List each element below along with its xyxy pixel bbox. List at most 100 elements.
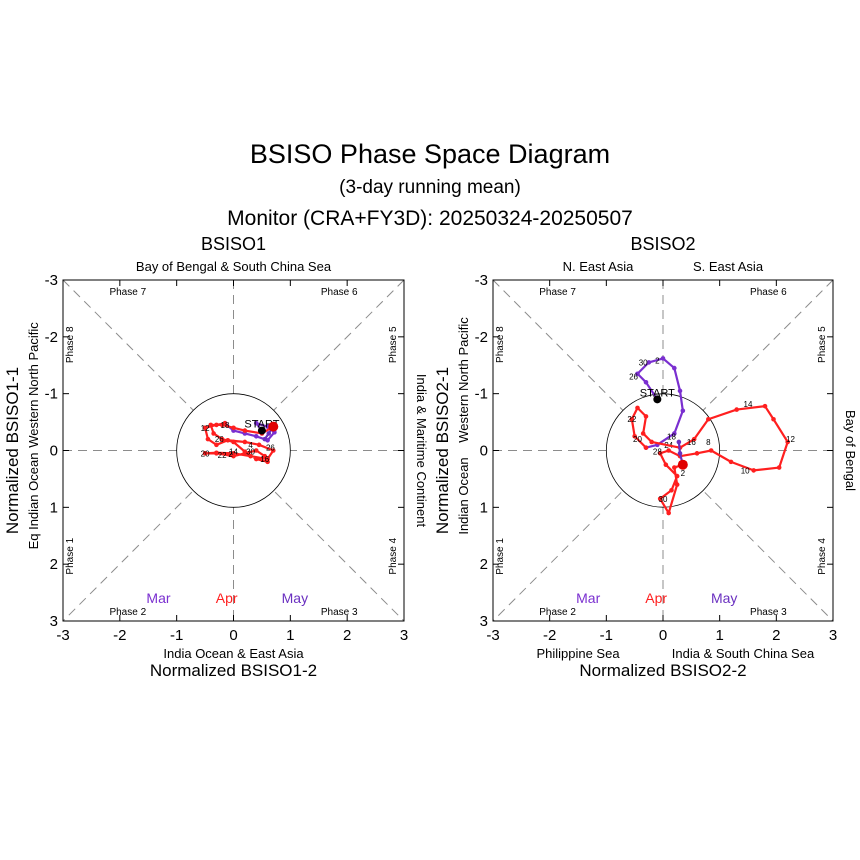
day-label: 18 xyxy=(667,432,676,441)
y-tick-label: -2 xyxy=(45,329,58,346)
series-point xyxy=(680,408,686,414)
series-point xyxy=(643,445,649,450)
region-label-top-left: N. East Asia xyxy=(563,259,635,274)
series-point xyxy=(205,436,211,442)
y-tick-label: 1 xyxy=(480,499,488,516)
phase-label: Phase 4 xyxy=(388,537,399,574)
series-point xyxy=(657,451,663,456)
region-label-right: Bay of Bengal xyxy=(843,410,858,491)
series-point xyxy=(762,403,768,409)
x-tick-label: 1 xyxy=(715,627,723,644)
day-label: 30 xyxy=(639,358,648,367)
series-point xyxy=(202,451,208,456)
y-tick-label: 0 xyxy=(50,443,58,460)
phase-label: Phase 6 xyxy=(321,287,358,298)
series-point xyxy=(666,448,671,453)
day-label: 14 xyxy=(229,448,238,457)
region-label-bottom: India Ocean & East Asia xyxy=(163,646,304,661)
month-label-may: May xyxy=(282,590,308,606)
series-point xyxy=(706,416,711,422)
region-label-left-upper: Western North Pacific xyxy=(26,322,41,448)
series-point xyxy=(253,448,259,453)
phase-label: Phase 2 xyxy=(109,607,146,618)
unit-circle xyxy=(176,393,291,508)
series-point xyxy=(262,436,268,442)
figure-monitor: Monitor (CRA+FY3D): 20250324-20250507 xyxy=(227,207,633,230)
y-tick-label: 1 xyxy=(50,499,58,516)
day-label: 12 xyxy=(201,424,210,433)
x-tick-label: 3 xyxy=(829,627,837,644)
series-point xyxy=(231,453,236,459)
series-point xyxy=(253,456,259,462)
day-label: 18 xyxy=(221,421,230,430)
series-line-apr xyxy=(630,405,789,515)
phase-label: Phase 6 xyxy=(750,287,787,298)
x-tick-label: -2 xyxy=(543,627,556,644)
end-marker xyxy=(677,459,688,470)
series-point xyxy=(672,465,677,470)
phase-label: Phase 3 xyxy=(750,607,787,618)
series-point xyxy=(253,420,259,426)
day-label: 10 xyxy=(741,466,750,475)
series-point xyxy=(214,451,219,456)
month-label-apr: Apr xyxy=(216,590,238,606)
day-label: 28 xyxy=(653,448,662,457)
unit-circle xyxy=(605,393,721,508)
x-tick-label: -3 xyxy=(486,627,499,644)
series-point xyxy=(635,405,640,411)
day-label: 12 xyxy=(786,435,795,444)
x-tick-label: -2 xyxy=(113,627,126,644)
month-label-may: May xyxy=(711,590,737,606)
x-tick-label: -1 xyxy=(600,627,613,644)
series-point xyxy=(672,431,677,436)
y-tick-label: -2 xyxy=(475,329,488,346)
y-tick-label: 2 xyxy=(480,556,488,573)
x-axis-label: Normalized BSISO2-2 xyxy=(579,661,746,680)
series-point xyxy=(776,465,782,470)
series-point xyxy=(669,487,674,493)
day-label: 26 xyxy=(215,435,224,444)
series-point xyxy=(219,436,225,442)
x-tick-label: 0 xyxy=(659,627,667,644)
phase-label: Phase 4 xyxy=(817,538,828,575)
series-point xyxy=(208,422,214,428)
series-point xyxy=(202,425,208,431)
x-tick-label: -1 xyxy=(170,627,183,644)
series-point xyxy=(253,433,259,439)
figure-subtitle: (3-day running mean) xyxy=(339,177,521,198)
month-label-mar: Mar xyxy=(146,590,170,606)
series-point xyxy=(256,442,262,448)
panel-title: BSISO2 xyxy=(630,234,695,254)
series-point xyxy=(677,451,683,456)
region-label-bottom-right: India & South China Sea xyxy=(672,646,815,661)
series-point xyxy=(211,431,216,436)
phase-label: Phase 1 xyxy=(495,538,506,575)
day-label: 26 xyxy=(629,373,638,382)
series-point xyxy=(242,428,248,433)
phase-label: Phase 1 xyxy=(65,537,76,574)
x-tick-label: 3 xyxy=(400,627,408,644)
x-tick-label: 0 xyxy=(229,627,237,644)
day-label: 26 xyxy=(266,444,275,453)
day-label: 30 xyxy=(246,448,255,457)
y-tick-label: -1 xyxy=(475,386,488,403)
series-point xyxy=(660,356,666,361)
series-point xyxy=(629,416,635,422)
series-point xyxy=(708,448,714,453)
series-point xyxy=(657,496,663,502)
day-label: 16 xyxy=(260,455,269,464)
series-point xyxy=(242,439,248,445)
start-marker xyxy=(653,395,662,404)
y-tick-label: -3 xyxy=(45,272,58,289)
series-point xyxy=(632,433,637,439)
x-tick-label: -3 xyxy=(56,627,69,644)
month-label-apr: Apr xyxy=(645,590,667,606)
start-marker xyxy=(257,426,266,435)
day-label: 2 xyxy=(681,469,686,478)
series-point xyxy=(262,453,268,459)
region-label-right: India & Maritime Continent xyxy=(414,374,429,528)
series-point xyxy=(674,473,680,479)
